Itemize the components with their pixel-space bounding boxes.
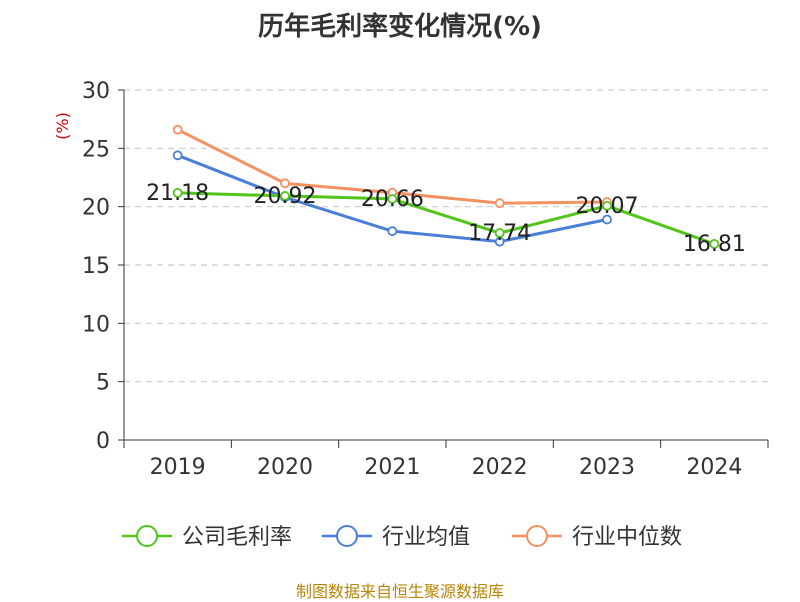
legend-swatch-marker <box>336 525 358 547</box>
data-point <box>172 150 183 161</box>
series-line <box>177 191 715 246</box>
legend-swatch-marker <box>526 525 548 547</box>
y-tick-label: 15 <box>82 254 110 279</box>
data-label: 17.74 <box>468 221 531 246</box>
data-point <box>172 187 183 198</box>
data-label: 16.81 <box>683 232 746 257</box>
data-point <box>494 198 505 209</box>
y-axis-unit-label: (%) <box>53 112 72 140</box>
data-point <box>387 194 398 204</box>
x-tick-label: 2023 <box>579 455 635 480</box>
data-point <box>280 178 290 189</box>
y-tick-label: 10 <box>82 312 110 337</box>
x-tick-label: 2020 <box>257 455 313 480</box>
legend-item: 公司毛利率 <box>122 525 292 550</box>
legend-item: 行业均值 <box>322 525 470 550</box>
y-tick-label: 5 <box>96 371 110 396</box>
data-point <box>602 200 612 211</box>
data-point <box>709 238 720 249</box>
y-tick-label: 30 <box>82 79 110 104</box>
data-label: 20.07 <box>576 194 639 219</box>
data-label: 20.92 <box>254 184 317 209</box>
y-tick-label: 0 <box>96 429 110 454</box>
x-tick-label: 2019 <box>150 455 206 480</box>
series-layer <box>172 124 720 249</box>
source-note: 制图数据来自恒生聚源数据库 <box>295 582 504 601</box>
chart-title: 历年毛利率变化情况(%) <box>258 12 542 42</box>
data-point <box>280 191 290 201</box>
legend-label: 公司毛利率 <box>182 525 292 550</box>
data-label: 20.66 <box>361 187 424 212</box>
legend-label: 行业均值 <box>382 525 470 550</box>
legend-item: 行业中位数 <box>512 525 682 550</box>
y-tick-label: 25 <box>82 137 110 162</box>
data-point <box>602 214 612 225</box>
grid-layer <box>124 89 768 383</box>
legend: 公司毛利率 行业均值 行业中位数 <box>122 525 682 550</box>
data-label-layer: 21.18 20.92 20.66 17.74 20.07 16.81 <box>146 181 746 257</box>
y-tick-label: 20 <box>82 196 110 221</box>
axis-layer: 0 5 10 15 20 25 30 2019 2020 2021 2022 2023 2024 (%) <box>53 79 769 480</box>
data-label: 21.18 <box>146 181 209 206</box>
x-tick-label: 2021 <box>364 455 420 480</box>
data-point <box>387 226 398 237</box>
x-tick-label: 2022 <box>472 455 528 480</box>
data-point <box>494 228 505 238</box>
x-tick-label: 2024 <box>686 455 742 480</box>
data-point <box>172 124 183 135</box>
legend-label: 行业中位数 <box>572 525 682 550</box>
legend-swatch-marker <box>136 525 158 547</box>
